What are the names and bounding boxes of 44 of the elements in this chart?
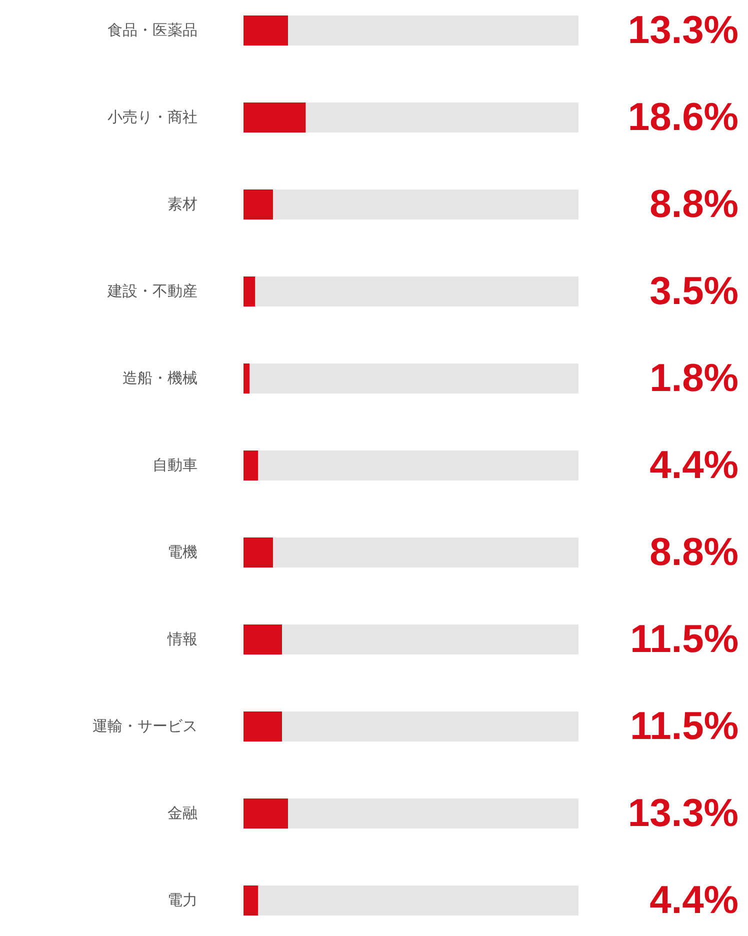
data-label: 4.4% bbox=[650, 444, 739, 487]
bar bbox=[244, 624, 282, 654]
y-tick-label: 素材 bbox=[168, 196, 198, 213]
data-label: 1.8% bbox=[650, 357, 739, 400]
y-tick-label: 運輸・サービス bbox=[92, 718, 198, 735]
bar bbox=[272, 190, 578, 220]
data-label: 11.5% bbox=[630, 618, 739, 661]
bar bbox=[244, 102, 306, 132]
data-label: 8.8% bbox=[650, 531, 739, 574]
y-tick-label: 電力 bbox=[168, 892, 198, 909]
bar bbox=[244, 886, 258, 916]
bar bbox=[288, 16, 578, 46]
bar bbox=[258, 450, 578, 480]
data-label: 8.8% bbox=[650, 183, 739, 226]
y-tick-label: 自動車 bbox=[152, 457, 198, 474]
y-tick-label: 情報 bbox=[166, 631, 198, 648]
bar bbox=[244, 538, 273, 568]
y-tick-label: 食品・医薬品 bbox=[108, 22, 198, 39]
bar bbox=[244, 16, 288, 46]
bar bbox=[272, 538, 578, 568]
bar bbox=[306, 102, 578, 132]
bar bbox=[244, 450, 258, 480]
bar bbox=[282, 624, 578, 654]
bar bbox=[250, 364, 578, 394]
bar bbox=[255, 276, 578, 306]
y-tick-label: 金融 bbox=[168, 805, 198, 822]
data-label: 13.3% bbox=[628, 792, 739, 835]
y-tick-label: 建設・不動産 bbox=[106, 283, 198, 300]
bar bbox=[282, 712, 578, 742]
data-label: 13.3% bbox=[628, 9, 739, 52]
data-label: 18.6% bbox=[628, 96, 739, 139]
bar bbox=[244, 798, 288, 828]
data-label: 4.4% bbox=[650, 879, 739, 922]
bar bbox=[244, 190, 273, 220]
y-tick-label: 造船・機械 bbox=[122, 370, 198, 387]
data-label: 3.5% bbox=[650, 270, 739, 313]
bar bbox=[288, 798, 578, 828]
bar bbox=[244, 712, 282, 742]
data-label: 11.5% bbox=[630, 705, 739, 748]
y-tick-label: 小売り・商社 bbox=[108, 109, 198, 126]
y-tick-label: 電機 bbox=[168, 544, 198, 561]
bar bbox=[244, 276, 256, 306]
bar bbox=[244, 364, 250, 394]
bar bbox=[258, 886, 578, 916]
